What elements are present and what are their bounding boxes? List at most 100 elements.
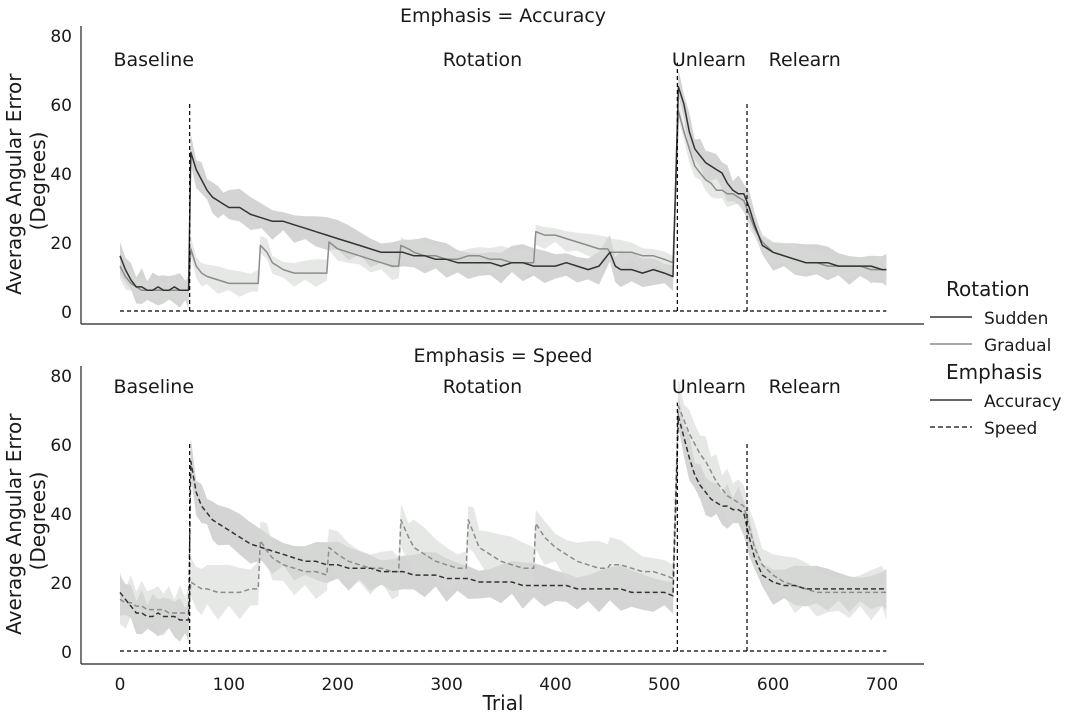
data-point-sudden <box>727 506 728 507</box>
data-point-gradual <box>392 266 393 267</box>
data-point-sudden <box>479 262 480 263</box>
data-point-sudden <box>152 290 153 291</box>
data-point-sudden <box>694 475 695 476</box>
data-point-sudden <box>130 606 131 607</box>
data-point-gradual <box>119 266 120 267</box>
data-point-sudden <box>185 619 186 620</box>
data-point-sudden <box>653 592 654 593</box>
data-point-sudden <box>158 612 159 613</box>
data-point-gradual <box>207 588 208 589</box>
data-point-sudden <box>272 550 273 551</box>
data-point-gradual <box>147 609 148 610</box>
data-point-gradual <box>555 235 556 236</box>
data-point-gradual <box>642 255 643 256</box>
data-point-gradual <box>435 255 436 256</box>
data-point-gradual <box>424 554 425 555</box>
phase-label: Baseline <box>113 49 194 71</box>
data-point-gradual <box>689 433 690 434</box>
data-point-sudden <box>827 588 828 589</box>
x-tick-label: 300 <box>430 675 462 695</box>
data-point-gradual <box>664 259 665 260</box>
data-point-gradual <box>588 245 589 246</box>
data-point-sudden <box>754 557 755 558</box>
data-point-gradual <box>294 273 295 274</box>
data-point-sudden <box>871 588 872 589</box>
data-point-sudden <box>533 266 534 267</box>
data-point-gradual <box>694 443 695 444</box>
data-point-gradual <box>305 273 306 274</box>
data-point-sudden <box>522 585 523 586</box>
data-point-sudden <box>749 207 750 208</box>
data-point-sudden <box>716 169 717 170</box>
data-point-gradual <box>490 259 491 260</box>
data-point-sudden <box>239 207 240 208</box>
data-point-gradual <box>326 575 327 576</box>
data-point-sudden <box>683 103 684 104</box>
data-point-sudden <box>179 290 180 291</box>
phase-label: Rotation <box>443 49 522 71</box>
phase-label: Relearn <box>769 49 841 71</box>
data-point-gradual <box>700 172 701 173</box>
data-point-gradual <box>435 561 436 562</box>
data-point-gradual <box>721 190 722 191</box>
data-point-sudden <box>773 252 774 253</box>
data-point-gradual <box>738 502 739 503</box>
data-point-gradual <box>398 266 399 267</box>
data-point-sudden <box>272 221 273 222</box>
data-point-gradual <box>607 568 608 569</box>
data-point-gradual <box>871 269 872 270</box>
data-point-sudden <box>642 273 643 274</box>
phase-label: Relearn <box>769 376 841 398</box>
data-point-gradual <box>466 568 467 569</box>
data-point-sudden <box>727 183 728 184</box>
data-point-gradual <box>266 550 267 551</box>
y-tick-label: 60 <box>50 96 72 116</box>
data-point-sudden <box>141 612 142 613</box>
data-point-gradual <box>732 193 733 194</box>
data-point-sudden <box>201 179 202 180</box>
data-point-sudden <box>805 588 806 589</box>
data-point-gradual <box>749 526 750 527</box>
data-point-gradual <box>239 592 240 593</box>
data-point-sudden <box>413 575 414 576</box>
data-point-sudden <box>783 255 784 256</box>
data-point-sudden <box>168 290 169 291</box>
legend-item-gradual: Gradual <box>984 336 1051 356</box>
data-point-sudden <box>239 537 240 538</box>
data-point-sudden <box>174 286 175 287</box>
axes: 0 20 40 60 80 <box>50 26 924 325</box>
data-point-sudden <box>490 262 491 263</box>
data-point-sudden <box>689 457 690 458</box>
data-point-sudden <box>631 592 632 593</box>
x-tick-label: 200 <box>321 675 353 695</box>
panel-accuracy: Emphasis = Accuracy Baseline Rotation Unle… <box>2 5 924 325</box>
data-point-sudden <box>326 564 327 565</box>
data-point-gradual <box>283 269 284 270</box>
phase-label: Rotation <box>443 376 522 398</box>
data-point-gradual <box>190 581 191 582</box>
data-point-sudden <box>754 224 755 225</box>
data-point-sudden <box>188 619 189 620</box>
data-point-gradual <box>577 241 578 242</box>
data-point-sudden <box>158 286 159 287</box>
data-point-gradual <box>272 557 273 558</box>
data-point-gradual <box>566 554 567 555</box>
data-point-sudden <box>326 235 327 236</box>
data-point-sudden <box>749 537 750 538</box>
legend: Rotation Sudden Gradual Emphasis Accurac… <box>930 277 1062 439</box>
data-point-gradual <box>783 581 784 582</box>
data-point-gradual <box>294 568 295 569</box>
data-point-gradual <box>174 612 175 613</box>
data-point-gradual <box>711 183 712 184</box>
data-point-gradual <box>664 575 665 576</box>
data-point-gradual <box>566 238 567 239</box>
data-point-gradual <box>468 255 469 256</box>
data-point-sudden <box>119 255 120 256</box>
data-point-gradual <box>738 197 739 198</box>
data-point-gradual <box>400 245 401 246</box>
y-tick-label: 80 <box>50 27 72 47</box>
series-line-sudden <box>119 415 887 621</box>
phase-labels: Baseline Rotation Unlearn Relearn <box>113 49 840 71</box>
y-tick-label: 0 <box>61 303 72 323</box>
